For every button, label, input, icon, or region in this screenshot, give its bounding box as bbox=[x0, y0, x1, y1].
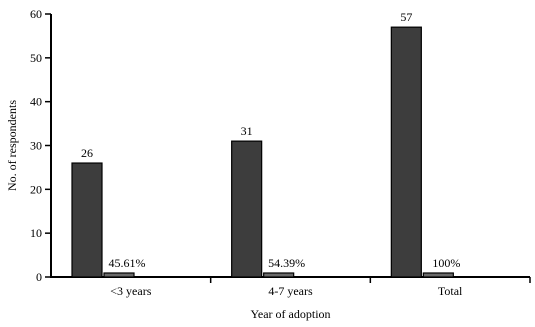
y-axis-title: No. of respondents bbox=[5, 100, 19, 191]
bar-percentage bbox=[263, 272, 295, 278]
x-tick-label: <3 years bbox=[110, 284, 151, 298]
data-label-percent: 54.39% bbox=[268, 256, 305, 270]
y-tick-label: 10 bbox=[30, 226, 42, 240]
x-axis-title: Year of adoption bbox=[250, 307, 330, 321]
y-tick-label: 20 bbox=[30, 182, 42, 196]
y-tick-label: 60 bbox=[30, 7, 42, 21]
y-tick-label: 40 bbox=[30, 95, 42, 109]
y-ticks: 0 10 20 30 40 50 60 bbox=[30, 7, 51, 284]
data-label-percent: 100% bbox=[432, 256, 460, 270]
data-label-percent: 45.61% bbox=[109, 256, 146, 270]
bar-percentage bbox=[103, 272, 135, 278]
x-tick-label: 4-7 years bbox=[268, 284, 313, 298]
y-tick-label: 30 bbox=[30, 139, 42, 153]
data-labels: 26 45.61% 31 54.39% 57 100% bbox=[81, 10, 460, 270]
axes bbox=[50, 14, 530, 278]
y-tick-label: 50 bbox=[30, 51, 42, 65]
data-label-count: 31 bbox=[241, 124, 253, 138]
data-label-count: 57 bbox=[400, 10, 412, 24]
bar-respondents bbox=[231, 140, 263, 278]
y-tick-label: 0 bbox=[36, 270, 42, 284]
x-tick-label: Total bbox=[438, 284, 463, 298]
bar-respondents bbox=[71, 162, 103, 278]
data-label-count: 26 bbox=[81, 146, 93, 160]
x-ticks: <3 years 4-7 years Total bbox=[110, 277, 531, 298]
bar-respondents bbox=[390, 26, 422, 278]
bar-percentage bbox=[422, 272, 454, 278]
bars bbox=[71, 26, 454, 278]
